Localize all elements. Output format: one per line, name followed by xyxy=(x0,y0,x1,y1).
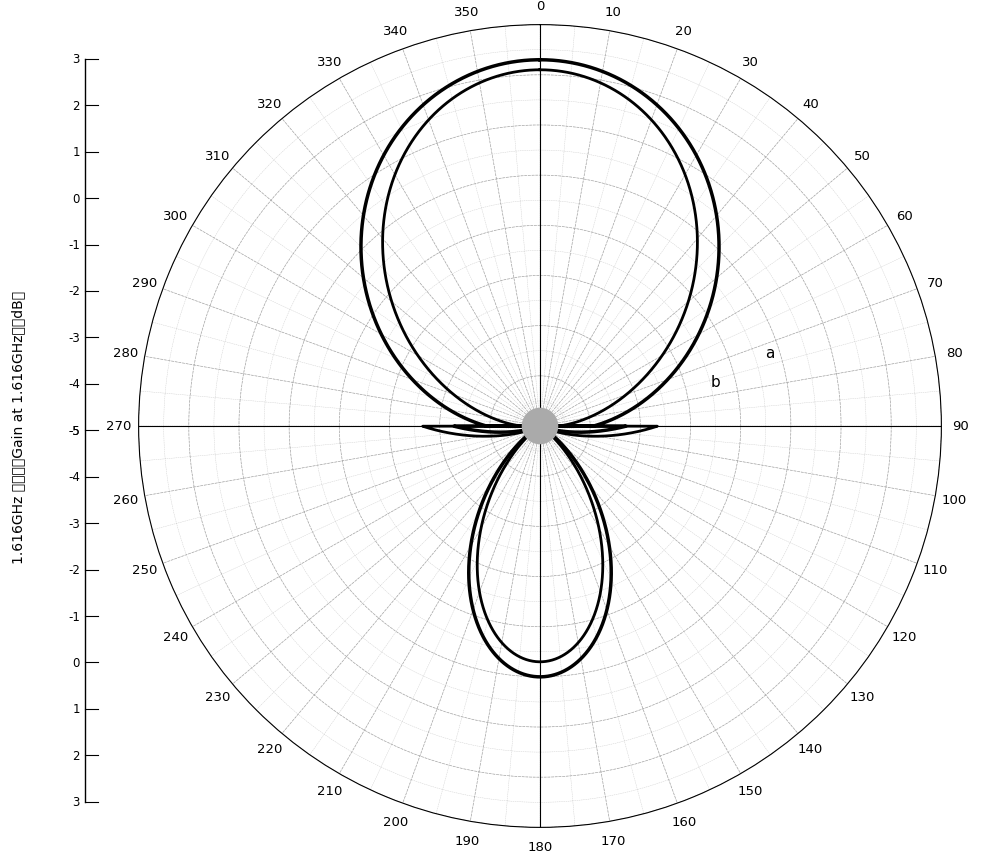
Text: -2: -2 xyxy=(68,564,80,577)
Text: -2: -2 xyxy=(68,285,80,298)
Text: -4: -4 xyxy=(68,378,80,391)
Text: 3: 3 xyxy=(73,795,80,809)
Text: 1.616GHz 的增益（Gain at 1.616GHz）（dB）: 1.616GHz 的增益（Gain at 1.616GHz）（dB） xyxy=(11,290,25,563)
Text: 0: 0 xyxy=(73,656,80,669)
Text: 1: 1 xyxy=(72,146,80,159)
Text: a: a xyxy=(766,345,775,361)
Text: -1: -1 xyxy=(68,239,80,252)
Text: 0: 0 xyxy=(73,193,80,206)
Text: 3: 3 xyxy=(73,53,80,67)
Text: 2: 2 xyxy=(72,749,80,762)
Text: -5: -5 xyxy=(68,424,80,438)
Polygon shape xyxy=(522,409,558,444)
Text: -1: -1 xyxy=(68,610,80,623)
Text: 2: 2 xyxy=(72,100,80,113)
Text: -4: -4 xyxy=(68,471,80,484)
Text: b: b xyxy=(711,375,721,390)
Text: 1: 1 xyxy=(72,703,80,716)
Text: -3: -3 xyxy=(68,332,80,345)
Text: -3: -3 xyxy=(68,517,80,530)
Text: -5: -5 xyxy=(68,424,80,438)
